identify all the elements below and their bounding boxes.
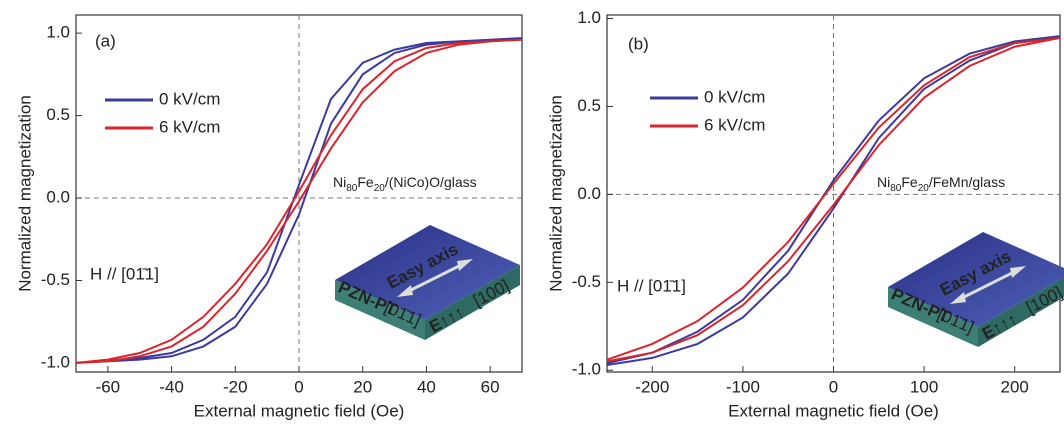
y-axis-label: Normalized magnetization: [546, 95, 565, 292]
x-tick-label: -200: [635, 377, 669, 396]
x-tick-label: 0: [829, 377, 838, 396]
legend-label: 6 kV/cm: [159, 117, 220, 136]
x-tick-label: -40: [159, 377, 184, 396]
panel-label: (b): [628, 34, 649, 53]
x-axis-label: External magnetic field (Oe): [194, 401, 405, 420]
x-tick-label: 0: [294, 377, 303, 396]
y-tick-label: 0.5: [46, 105, 70, 124]
x-tick-label: 100: [910, 377, 938, 396]
x-tick-label: -100: [726, 377, 760, 396]
y-tick-label: -1.0: [572, 360, 601, 379]
legend-label: 0 kV/cm: [159, 89, 220, 108]
orientation-label: H // [01̄1]: [617, 276, 686, 295]
y-tick-label: -0.5: [41, 270, 70, 289]
x-tick-label: 200: [1001, 377, 1029, 396]
y-tick-label: 0.0: [46, 188, 70, 207]
sample-label-part: Fe: [357, 174, 374, 190]
y-tick-label: 1.0: [46, 23, 70, 42]
x-tick-label: -20: [223, 377, 248, 396]
x-tick-label: -60: [96, 377, 121, 396]
sample-label: Ni80Fe20/(NiCo)O/glass: [333, 174, 477, 194]
x-axis-label: External magnetic field (Oe): [728, 401, 939, 420]
x-tick-label: 40: [417, 377, 436, 396]
y-axis-label: Normalized magnetization: [15, 95, 34, 292]
legend-label: 0 kV/cm: [704, 87, 765, 106]
x-tick-label: 20: [353, 377, 372, 396]
sample-label-part: Ni: [333, 174, 346, 190]
y-tick-label: 1.0: [577, 8, 601, 27]
legend-label: 6 kV/cm: [704, 115, 765, 134]
y-tick-label: -0.5: [572, 272, 601, 291]
panel: -200 -100 0 100 200 -1.0 -0.5 0.0 0.5 1.0 External…: [546, 8, 1064, 420]
x-tick-label: 60: [481, 377, 500, 396]
figure: -60-40-200204060-1.0-0.50.00.51.0Externa…: [0, 0, 1064, 435]
sample-label-part: 80: [890, 183, 902, 194]
orientation-label: H // [01̄1]: [90, 264, 159, 283]
panel: -60 -40 -20 0 20 40 60 -1.0 -0.5 0.0 0.5 1.0 Externa…: [15, 15, 522, 420]
panel-label: (a): [95, 31, 116, 50]
y-tick-label: 0.0: [577, 184, 601, 203]
y-tick-label: 0.5: [577, 96, 601, 115]
sample-label-part: Fe: [901, 174, 918, 190]
sample-label-part: 20: [918, 183, 930, 194]
sample-label-part: Ni: [877, 174, 890, 190]
sample-label-part: 20: [374, 183, 386, 194]
sample-label-part: /(NiCo)O/glass: [385, 174, 477, 190]
y-tick-label: -1.0: [41, 352, 70, 371]
sample-label-part: 80: [346, 183, 358, 194]
sample-label-part: /FeMn/glass: [929, 174, 1005, 190]
sample-label: Ni80Fe20/FeMn/glass: [877, 174, 1005, 194]
